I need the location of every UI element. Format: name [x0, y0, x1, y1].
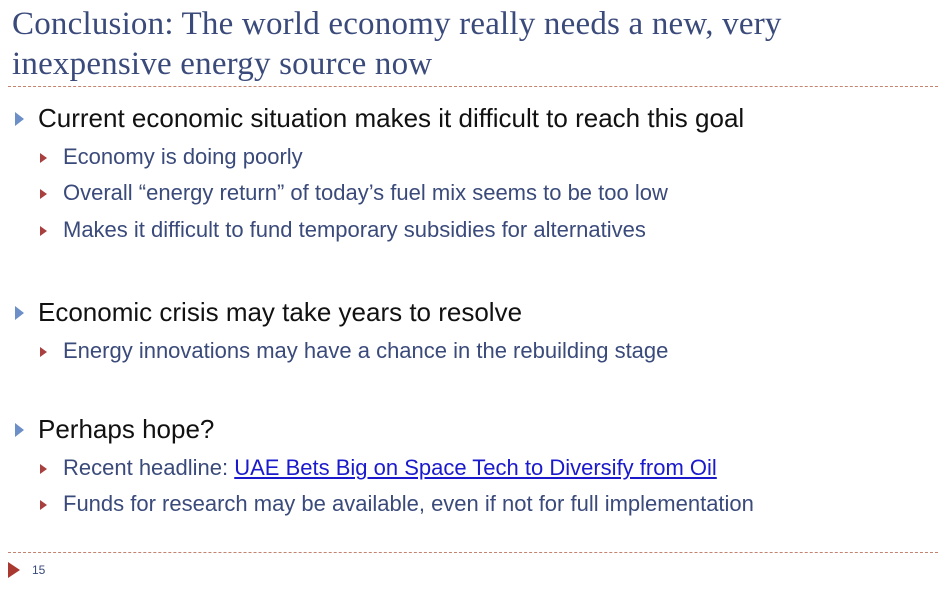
level2-bullet-icon: [40, 226, 47, 236]
level2-bullet-icon: [40, 153, 47, 163]
footer-divider: [8, 552, 938, 553]
bullet-3: Perhaps hope?: [38, 414, 215, 444]
title-divider: [8, 86, 938, 87]
headline-link[interactable]: UAE Bets Big on Space Tech to Diversify …: [234, 455, 717, 480]
bullet-3-sub-2: Funds for research may be available, eve…: [63, 491, 754, 516]
footer-arrow-icon: [8, 562, 20, 578]
level2-bullet-icon: [40, 189, 47, 199]
headline-label: Recent headline:: [63, 455, 235, 480]
level1-bullet-icon: [15, 423, 24, 437]
bullet-1-sub-3: Makes it difficult to fund temporary sub…: [63, 217, 646, 242]
bullet-3-sub-1: Recent headline: UAE Bets Big on Space T…: [63, 455, 717, 481]
level2-bullet-icon: [40, 500, 47, 510]
bullet-1-sub-1: Economy is doing poorly: [63, 144, 303, 169]
level1-bullet-icon: [15, 112, 24, 126]
level1-bullet-icon: [15, 306, 24, 320]
bullet-2-sub-1: Energy innovations may have a chance in …: [63, 338, 669, 363]
slide-title: Conclusion: The world economy really nee…: [12, 6, 782, 82]
page-number: 15: [32, 563, 46, 577]
bullet-2: Economic crisis may take years to resolv…: [38, 297, 523, 327]
bullet-1: Current economic situation makes it diff…: [38, 103, 745, 133]
level2-bullet-icon: [40, 347, 47, 357]
level2-bullet-icon: [40, 464, 47, 474]
bullet-1-sub-2: Overall “energy return” of today’s fuel …: [63, 180, 668, 205]
